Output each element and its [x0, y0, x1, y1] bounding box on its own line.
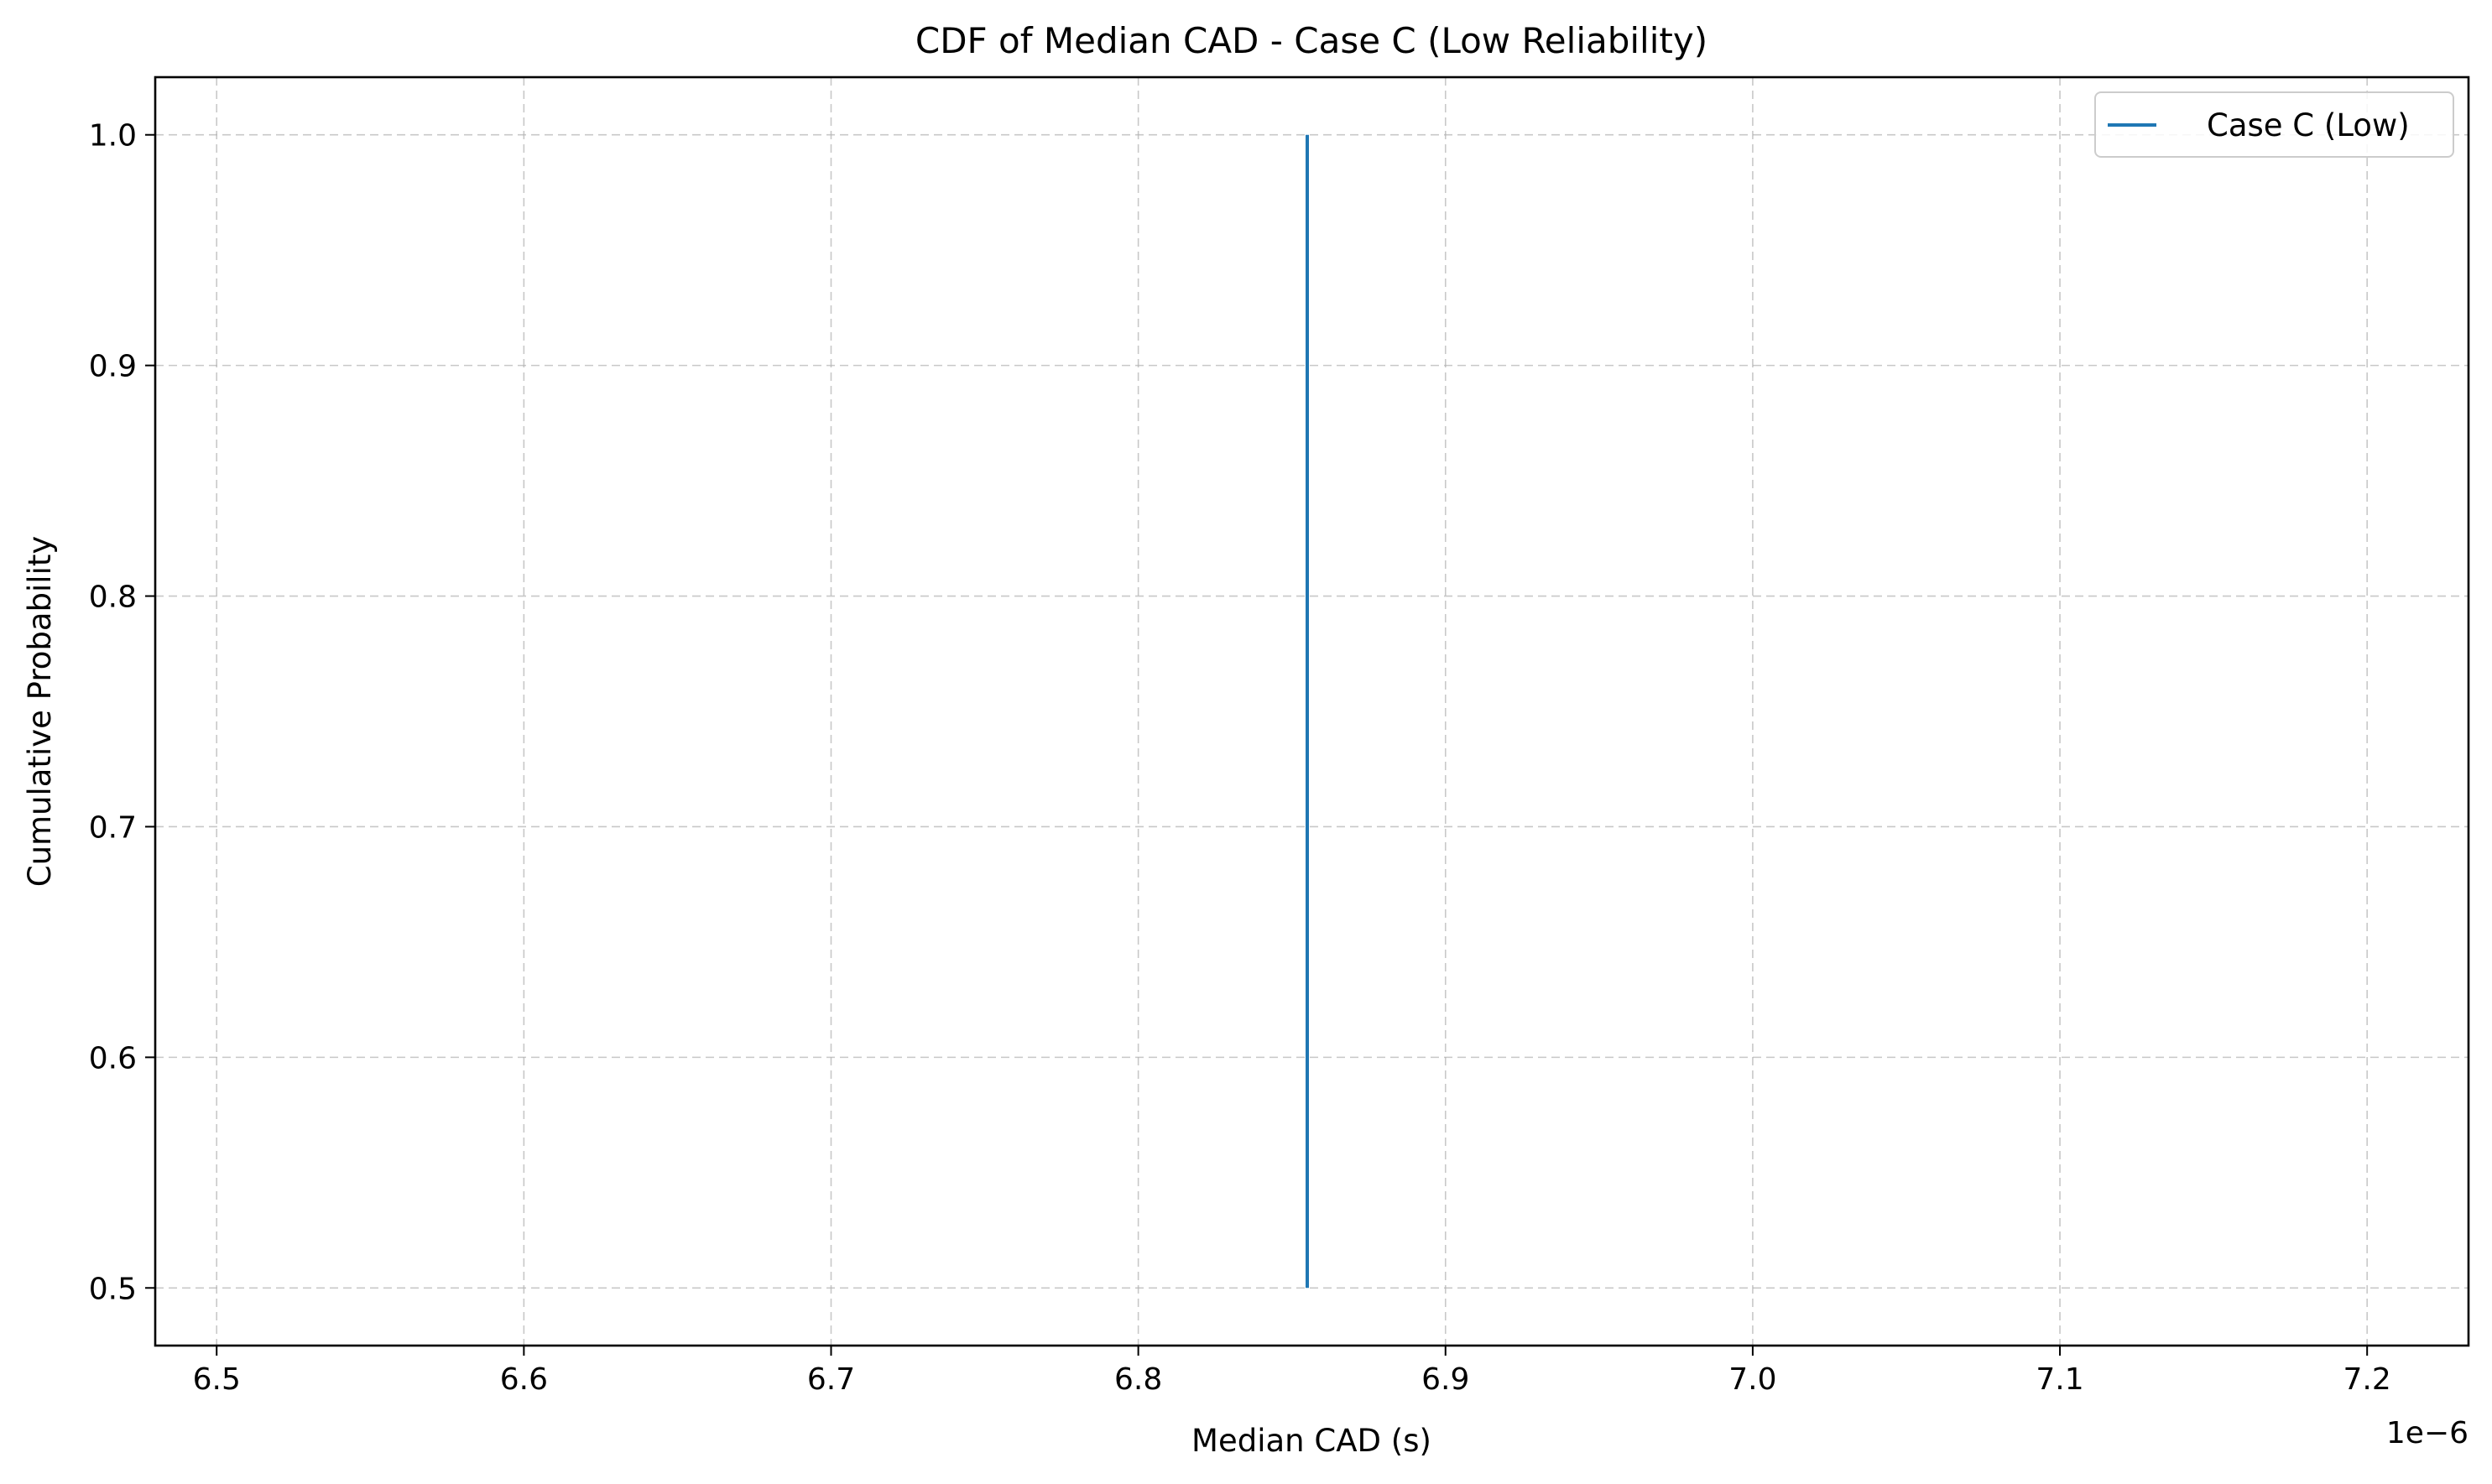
- y-tick-label: 0.8: [89, 581, 137, 615]
- y-tick-label: 0.9: [89, 350, 137, 384]
- y-tick-label: 0.5: [89, 1272, 137, 1306]
- y-axis-label: Cumulative Probability: [22, 536, 58, 888]
- grid-lines: [155, 77, 2469, 1346]
- x-axis-label: Median CAD (s): [1191, 1423, 1431, 1459]
- x-axis-ticks: 6.5 6.6 6.7 6.8 6.9 7.0 7.1 7.2: [193, 1346, 2391, 1397]
- x-tick-label: 6.7: [807, 1362, 855, 1397]
- legend-label-case-c: Case C (Low): [2207, 107, 2410, 143]
- axes-frame: [154, 76, 2470, 1347]
- y-tick-label: 0.6: [89, 1041, 137, 1075]
- x-axis-offset-label: 1e−6: [2386, 1416, 2469, 1450]
- legend: Case C (Low): [2094, 91, 2454, 158]
- x-tick-label: 6.8: [1114, 1362, 1162, 1397]
- y-tick-label: 1.0: [89, 119, 137, 154]
- x-tick-label: 7.2: [2343, 1362, 2391, 1397]
- y-axis-ticks: 0.5 0.6 0.7 0.8 0.9 1.0: [89, 119, 155, 1306]
- x-tick-label: 6.5: [193, 1362, 241, 1397]
- x-tick-label: 7.0: [1728, 1362, 1776, 1397]
- x-tick-label: 7.1: [2036, 1362, 2083, 1397]
- legend-box: [2094, 91, 2454, 158]
- x-tick-label: 6.9: [1421, 1362, 1469, 1397]
- chart-title: CDF of Median CAD - Case C (Low Reliabil…: [915, 20, 1707, 61]
- x-tick-label: 6.6: [500, 1362, 548, 1397]
- y-tick-label: 0.7: [89, 810, 137, 845]
